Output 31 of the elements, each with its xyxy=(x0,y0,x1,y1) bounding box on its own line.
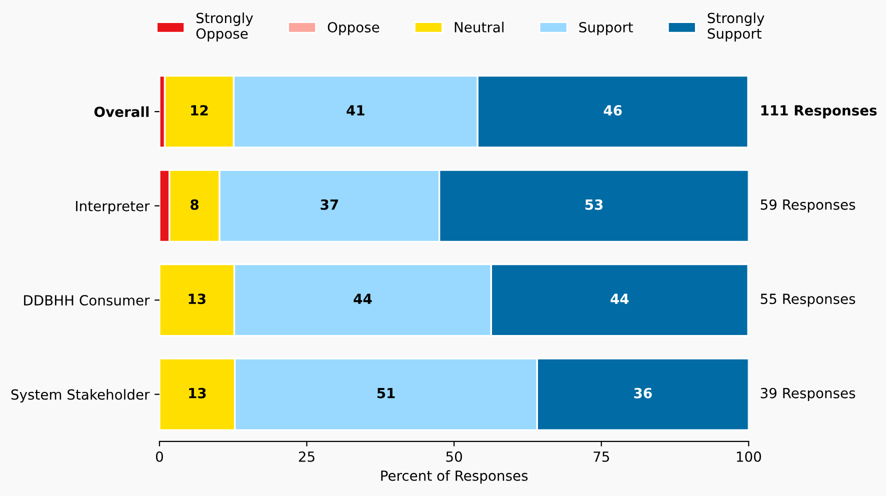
y-tick-label: DDBHH Consumer xyxy=(24,295,150,306)
legend-label: Oppose xyxy=(328,22,380,36)
data-label: 44 xyxy=(354,294,372,304)
x-tick-label: 50 xyxy=(446,451,462,462)
text: 111 Responses xyxy=(761,105,877,118)
x-tick-label: 0 xyxy=(156,451,163,462)
data-label: 8 xyxy=(190,199,199,210)
data-label: 46 xyxy=(604,105,622,116)
data-label: 37 xyxy=(320,199,338,210)
data-label: 13 xyxy=(189,388,206,398)
legend-label: Strongly Support xyxy=(708,12,764,42)
text: 39 Responses xyxy=(760,388,856,402)
legend-label: Strongly Oppose xyxy=(196,12,254,42)
data-label: 36 xyxy=(634,388,652,398)
y-tick-label: Interpreter xyxy=(76,200,150,214)
data-label: 13 xyxy=(188,294,206,304)
data-label: 44 xyxy=(610,294,629,304)
legend-label: Neutral xyxy=(454,22,504,32)
data-label: 12 xyxy=(191,105,208,116)
data-label: 53 xyxy=(585,199,603,210)
text: 59 Responses xyxy=(760,199,856,213)
data-label: 41 xyxy=(346,105,364,116)
x-tick-label: 100 xyxy=(736,451,761,462)
x-tick-label: 75 xyxy=(594,452,609,462)
x-tick-label: 25 xyxy=(298,451,314,462)
y-tick-label: System Stakeholder xyxy=(11,389,150,402)
text: 55 Responses xyxy=(760,294,856,307)
data-label: 51 xyxy=(377,388,395,398)
x-axis-title: Percent of Responses xyxy=(381,470,528,484)
legend-label: Support xyxy=(579,22,633,36)
y-tick-label: Overall xyxy=(94,106,149,118)
